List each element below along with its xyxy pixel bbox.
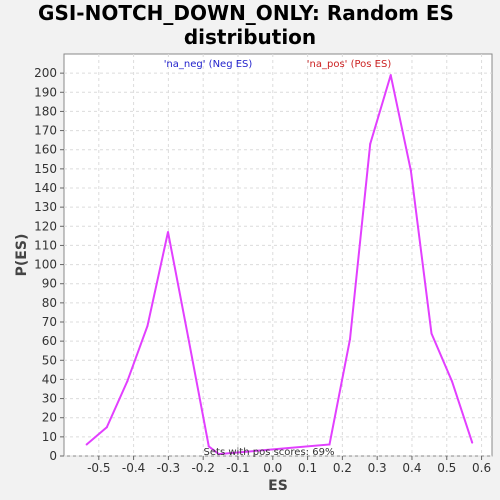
x-tick-label: -0.1 (226, 461, 249, 475)
y-tick-label: 120 (34, 219, 57, 233)
x-tick-label: -0.5 (87, 461, 110, 475)
y-tick-label: 60 (42, 334, 57, 348)
y-tick-label: 80 (42, 296, 57, 310)
x-tick-label: 0.6 (472, 461, 491, 475)
pos-es-label: 'na_pos' (Pos ES) (307, 59, 392, 70)
data-point (85, 443, 88, 446)
data-point (328, 443, 331, 446)
y-tick-label: 50 (42, 353, 57, 367)
data-point (217, 453, 220, 456)
axes (60, 72, 483, 460)
series-layer (85, 74, 474, 456)
x-tick-label: -0.4 (122, 461, 145, 475)
chart-title-line1: GSI-NOTCH_DOWN_ONLY: Random ES (38, 1, 454, 25)
x-axis-label: ES (268, 478, 288, 494)
data-point (126, 380, 129, 383)
series-line (85, 74, 474, 456)
y-tick-label: 20 (42, 411, 57, 425)
data-point (146, 324, 149, 327)
neg-es-label: 'na_neg' (Neg ES) (164, 59, 253, 70)
y-tick-label: 0 (49, 449, 57, 463)
data-point (369, 142, 372, 145)
y-tick-label: 90 (42, 277, 57, 291)
x-tick-label: 0.1 (298, 461, 317, 475)
chart-title-line2: distribution (184, 25, 316, 49)
x-tick-label: 0.5 (437, 461, 456, 475)
data-point (430, 332, 433, 335)
x-tick-label: 0.3 (368, 461, 387, 475)
x-tick-label: -0.2 (191, 461, 214, 475)
plot-area (63, 53, 493, 457)
y-tick-label: 160 (34, 143, 57, 157)
data-point (105, 426, 108, 429)
y-tick-label: 200 (34, 66, 57, 80)
y-tick-label: 30 (42, 392, 57, 406)
y-tick-label: 70 (42, 315, 57, 329)
y-tick-label: 130 (34, 200, 57, 214)
y-axis-label: P(ES) (14, 234, 30, 277)
data-point (349, 338, 352, 341)
data-point (471, 441, 474, 444)
y-tick-label: 150 (34, 162, 57, 176)
data-point (409, 169, 412, 172)
y-tick-label: 180 (34, 104, 57, 118)
data-point (187, 336, 190, 339)
data-point (167, 231, 170, 234)
y-tick-label: 190 (34, 85, 57, 99)
x-tick-label: -0.3 (157, 461, 180, 475)
y-tick-label: 170 (34, 124, 57, 138)
x-tick-label: 0.4 (402, 461, 421, 475)
data-point (207, 445, 210, 448)
y-tick-label: 10 (42, 430, 57, 444)
x-tick-label: 0.2 (333, 461, 352, 475)
pos-scores-footnote: Sets with pos scores: 69% (204, 447, 335, 458)
tick-labels: -0.5 -0.4 -0.3 -0.2 -0.1 0.0 0.1 0.2 0.3 0.4 0.5 0.… (34, 66, 491, 475)
data-point (389, 74, 392, 77)
y-tick-label: 100 (34, 258, 57, 272)
x-tick-label: 0.0 (263, 461, 282, 475)
y-tick-label: 110 (34, 238, 57, 252)
data-point (450, 380, 453, 383)
y-tick-label: 40 (42, 372, 57, 386)
y-tick-label: 140 (34, 181, 57, 195)
